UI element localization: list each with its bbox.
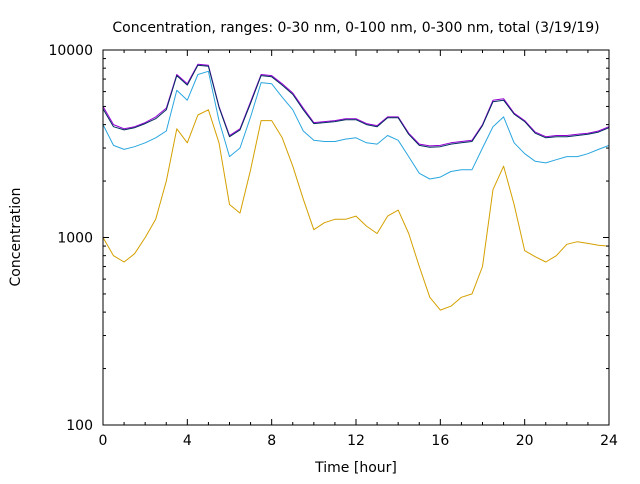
series-line-3 — [102, 63, 610, 147]
x-tick-label: 8 — [267, 433, 276, 449]
x-tick-label: 16 — [431, 433, 449, 449]
x-axis-label: Time [hour] — [314, 460, 397, 476]
y-tick-label: 1000 — [57, 231, 93, 247]
x-tick-label: 0 — [99, 433, 108, 449]
ticks-layer — [102, 49, 610, 426]
chart-title: Concentration, ranges: 0-30 nm, 0-100 nm… — [112, 20, 599, 36]
series-line-4 — [102, 64, 610, 148]
tick-labels-layer: 0 4 8 12 16 20 24 100 1000 10000 — [48, 43, 618, 449]
y-axis-label: Concentration — [8, 187, 24, 286]
series-layer — [102, 63, 610, 311]
x-tick-label: 20 — [516, 433, 534, 449]
series-line-2 — [102, 70, 610, 180]
x-tick-label: 24 — [600, 433, 618, 449]
y-tick-label: 10000 — [48, 43, 93, 59]
y-tick-label: 100 — [66, 418, 93, 434]
series-line-1 — [102, 109, 610, 311]
x-tick-label: 12 — [347, 433, 365, 449]
x-tick-label: 4 — [183, 433, 192, 449]
